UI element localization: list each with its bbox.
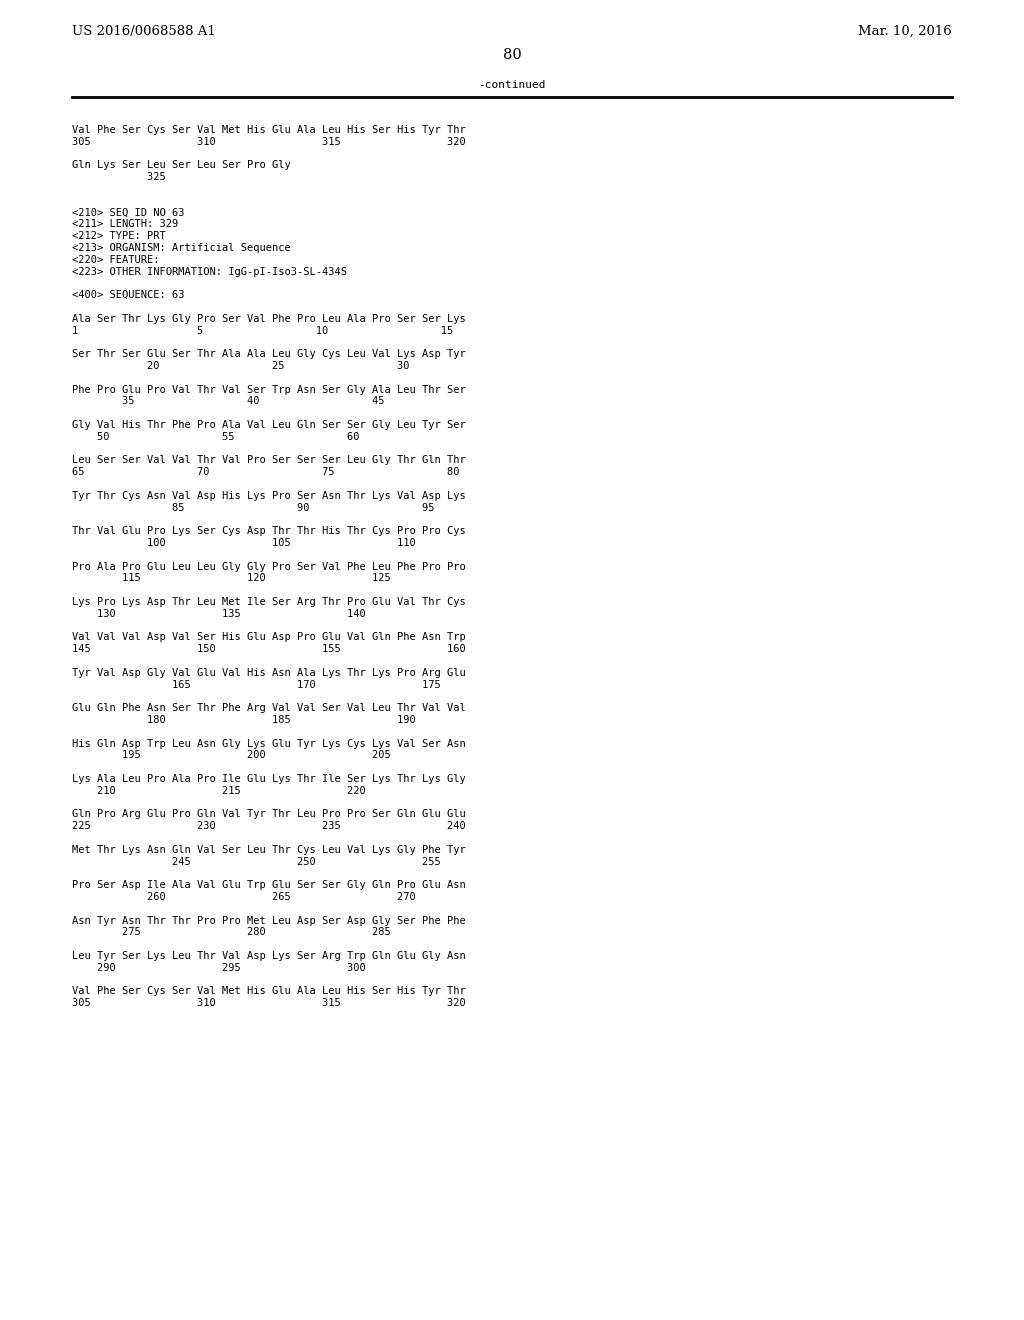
Text: 1                   5                  10                  15: 1 5 10 15 — [72, 326, 454, 335]
Text: Ser Thr Ser Glu Ser Thr Ala Ala Leu Gly Cys Leu Val Lys Asp Tyr: Ser Thr Ser Glu Ser Thr Ala Ala Leu Gly … — [72, 350, 466, 359]
Text: <210> SEQ ID NO 63: <210> SEQ ID NO 63 — [72, 207, 184, 218]
Text: Val Phe Ser Cys Ser Val Met His Glu Ala Leu His Ser His Tyr Thr: Val Phe Ser Cys Ser Val Met His Glu Ala … — [72, 986, 466, 997]
Text: 195                 200                 205: 195 200 205 — [72, 750, 391, 760]
Text: 260                 265                 270: 260 265 270 — [72, 892, 416, 902]
Text: Val Phe Ser Cys Ser Val Met His Glu Ala Leu His Ser His Tyr Thr: Val Phe Ser Cys Ser Val Met His Glu Ala … — [72, 125, 466, 135]
Text: <213> ORGANISM: Artificial Sequence: <213> ORGANISM: Artificial Sequence — [72, 243, 291, 253]
Text: 65                  70                  75                  80: 65 70 75 80 — [72, 467, 460, 478]
Text: 325: 325 — [72, 172, 166, 182]
Text: 275                 280                 285: 275 280 285 — [72, 928, 391, 937]
Text: Ala Ser Thr Lys Gly Pro Ser Val Phe Pro Leu Ala Pro Ser Ser Lys: Ala Ser Thr Lys Gly Pro Ser Val Phe Pro … — [72, 314, 466, 323]
Text: 290                 295                 300: 290 295 300 — [72, 962, 366, 973]
Text: Lys Ala Leu Pro Ala Pro Ile Glu Lys Thr Ile Ser Lys Thr Lys Gly: Lys Ala Leu Pro Ala Pro Ile Glu Lys Thr … — [72, 774, 466, 784]
Text: 145                 150                 155                 160: 145 150 155 160 — [72, 644, 466, 655]
Text: Gln Pro Arg Glu Pro Gln Val Tyr Thr Leu Pro Pro Ser Gln Glu Glu: Gln Pro Arg Glu Pro Gln Val Tyr Thr Leu … — [72, 809, 466, 820]
Text: 80: 80 — [503, 48, 521, 62]
Text: Leu Ser Ser Val Val Thr Val Pro Ser Ser Ser Leu Gly Thr Gln Thr: Leu Ser Ser Val Val Thr Val Pro Ser Ser … — [72, 455, 466, 466]
Text: 130                 135                 140: 130 135 140 — [72, 609, 366, 619]
Text: <212> TYPE: PRT: <212> TYPE: PRT — [72, 231, 166, 242]
Text: 305                 310                 315                 320: 305 310 315 320 — [72, 137, 466, 147]
Text: Leu Tyr Ser Lys Leu Thr Val Asp Lys Ser Arg Trp Gln Glu Gly Asn: Leu Tyr Ser Lys Leu Thr Val Asp Lys Ser … — [72, 950, 466, 961]
Text: 305                 310                 315                 320: 305 310 315 320 — [72, 998, 466, 1008]
Text: Phe Pro Glu Pro Val Thr Val Ser Trp Asn Ser Gly Ala Leu Thr Ser: Phe Pro Glu Pro Val Thr Val Ser Trp Asn … — [72, 384, 466, 395]
Text: 35                  40                  45: 35 40 45 — [72, 396, 384, 407]
Text: Gly Val His Thr Phe Pro Ala Val Leu Gln Ser Ser Gly Leu Tyr Ser: Gly Val His Thr Phe Pro Ala Val Leu Gln … — [72, 420, 466, 430]
Text: <400> SEQUENCE: 63: <400> SEQUENCE: 63 — [72, 290, 184, 300]
Text: <220> FEATURE:: <220> FEATURE: — [72, 255, 160, 265]
Text: 20                  25                  30: 20 25 30 — [72, 360, 410, 371]
Text: 210                 215                 220: 210 215 220 — [72, 785, 366, 796]
Text: Lys Pro Lys Asp Thr Leu Met Ile Ser Arg Thr Pro Glu Val Thr Cys: Lys Pro Lys Asp Thr Leu Met Ile Ser Arg … — [72, 597, 466, 607]
Text: 165                 170                 175: 165 170 175 — [72, 680, 440, 689]
Text: Asn Tyr Asn Thr Thr Pro Pro Met Leu Asp Ser Asp Gly Ser Phe Phe: Asn Tyr Asn Thr Thr Pro Pro Met Leu Asp … — [72, 916, 466, 925]
Text: Tyr Val Asp Gly Val Glu Val His Asn Ala Lys Thr Lys Pro Arg Glu: Tyr Val Asp Gly Val Glu Val His Asn Ala … — [72, 668, 466, 677]
Text: <223> OTHER INFORMATION: IgG-pI-Iso3-SL-434S: <223> OTHER INFORMATION: IgG-pI-Iso3-SL-… — [72, 267, 347, 277]
Text: His Gln Asp Trp Leu Asn Gly Lys Glu Tyr Lys Cys Lys Val Ser Asn: His Gln Asp Trp Leu Asn Gly Lys Glu Tyr … — [72, 739, 466, 748]
Text: 180                 185                 190: 180 185 190 — [72, 715, 416, 725]
Text: Mar. 10, 2016: Mar. 10, 2016 — [858, 25, 952, 38]
Text: Tyr Thr Cys Asn Val Asp His Lys Pro Ser Asn Thr Lys Val Asp Lys: Tyr Thr Cys Asn Val Asp His Lys Pro Ser … — [72, 491, 466, 500]
Text: Met Thr Lys Asn Gln Val Ser Leu Thr Cys Leu Val Lys Gly Phe Tyr: Met Thr Lys Asn Gln Val Ser Leu Thr Cys … — [72, 845, 466, 855]
Text: <211> LENGTH: 329: <211> LENGTH: 329 — [72, 219, 178, 230]
Text: 245                 250                 255: 245 250 255 — [72, 857, 440, 867]
Text: US 2016/0068588 A1: US 2016/0068588 A1 — [72, 25, 216, 38]
Text: Glu Gln Phe Asn Ser Thr Phe Arg Val Val Ser Val Leu Thr Val Val: Glu Gln Phe Asn Ser Thr Phe Arg Val Val … — [72, 704, 466, 713]
Text: 50                  55                  60: 50 55 60 — [72, 432, 359, 442]
Text: 85                  90                  95: 85 90 95 — [72, 503, 434, 512]
Text: Val Val Val Asp Val Ser His Glu Asp Pro Glu Val Gln Phe Asn Trp: Val Val Val Asp Val Ser His Glu Asp Pro … — [72, 632, 466, 643]
Text: -continued: -continued — [478, 81, 546, 90]
Text: 100                 105                 110: 100 105 110 — [72, 539, 416, 548]
Text: Gln Lys Ser Leu Ser Leu Ser Pro Gly: Gln Lys Ser Leu Ser Leu Ser Pro Gly — [72, 161, 291, 170]
Text: Thr Val Glu Pro Lys Ser Cys Asp Thr Thr His Thr Cys Pro Pro Cys: Thr Val Glu Pro Lys Ser Cys Asp Thr Thr … — [72, 527, 466, 536]
Text: 115                 120                 125: 115 120 125 — [72, 573, 391, 583]
Text: Pro Ser Asp Ile Ala Val Glu Trp Glu Ser Ser Gly Gln Pro Glu Asn: Pro Ser Asp Ile Ala Val Glu Trp Glu Ser … — [72, 880, 466, 890]
Text: 225                 230                 235                 240: 225 230 235 240 — [72, 821, 466, 832]
Text: Pro Ala Pro Glu Leu Leu Gly Gly Pro Ser Val Phe Leu Phe Pro Pro: Pro Ala Pro Glu Leu Leu Gly Gly Pro Ser … — [72, 561, 466, 572]
